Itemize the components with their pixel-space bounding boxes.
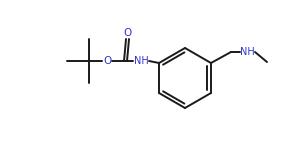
Text: NH: NH bbox=[240, 47, 254, 57]
Text: O: O bbox=[103, 56, 111, 66]
Text: O: O bbox=[123, 28, 131, 38]
Text: NH: NH bbox=[134, 56, 148, 66]
